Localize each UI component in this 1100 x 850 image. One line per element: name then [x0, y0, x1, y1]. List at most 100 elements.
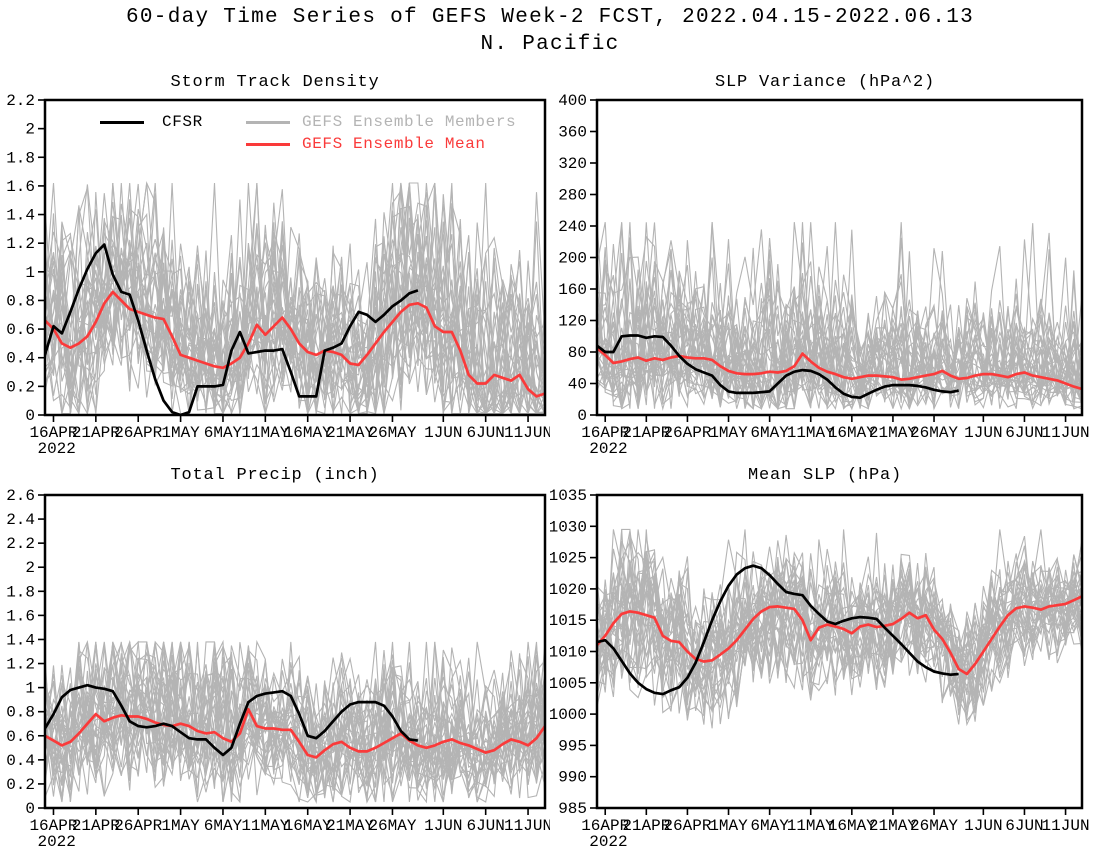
svg-text:1025: 1025: [550, 550, 587, 568]
svg-text:6MAY: 6MAY: [204, 424, 243, 442]
svg-text:16APR: 16APR: [29, 424, 77, 442]
svg-text:6MAY: 6MAY: [750, 817, 789, 835]
svg-text:6JUN: 6JUN: [466, 817, 504, 835]
svg-text:240: 240: [558, 218, 587, 236]
svg-text:6JUN: 6JUN: [466, 424, 504, 442]
svg-text:2022: 2022: [37, 833, 75, 850]
svg-text:26MAY: 26MAY: [910, 817, 958, 835]
svg-text:16MAY: 16MAY: [284, 817, 332, 835]
svg-text:120: 120: [558, 313, 587, 331]
svg-text:1: 1: [25, 264, 35, 282]
svg-text:320: 320: [558, 155, 587, 173]
mean-line-sample: [246, 143, 290, 146]
svg-text:0: 0: [577, 407, 587, 425]
svg-text:0.8: 0.8: [6, 704, 35, 722]
storm-track-density-chart: 0 0.2 0.4 0.6 0.8 1 1.2 1.4 1.6 1.8 2 2.2 16APR21APR…: [6, 92, 550, 458]
svg-text:0: 0: [25, 407, 35, 425]
svg-text:2: 2: [25, 121, 35, 139]
svg-text:16APR: 16APR: [581, 424, 629, 442]
svg-text:2.4: 2.4: [6, 511, 35, 529]
svg-text:21APR: 21APR: [72, 817, 120, 835]
svg-text:26MAY: 26MAY: [368, 817, 416, 835]
svg-text:1.6: 1.6: [6, 607, 35, 625]
panel-title-slp-variance: SLP Variance (hPa^2): [714, 73, 936, 92]
svg-text:1MAY: 1MAY: [709, 424, 748, 442]
svg-text:0.4: 0.4: [6, 350, 35, 368]
svg-text:11JUN: 11JUN: [504, 424, 550, 442]
svg-text:1015: 1015: [550, 612, 587, 630]
svg-text:11JUN: 11JUN: [504, 817, 550, 835]
svg-text:2.6: 2.6: [6, 487, 35, 505]
svg-text:1: 1: [25, 680, 35, 698]
svg-text:1.8: 1.8: [6, 583, 35, 601]
svg-text:11MAY: 11MAY: [787, 817, 835, 835]
slp-variance-chart: 0408012016020024028032036040016APR21APR2…: [558, 92, 1090, 458]
svg-text:6MAY: 6MAY: [750, 424, 789, 442]
svg-text:0.2: 0.2: [6, 776, 35, 794]
svg-text:1030: 1030: [550, 518, 587, 536]
svg-text:21MAY: 21MAY: [326, 817, 374, 835]
svg-text:6JUN: 6JUN: [1005, 424, 1043, 442]
svg-text:26APR: 26APR: [663, 424, 711, 442]
svg-text:26MAY: 26MAY: [910, 424, 958, 442]
svg-text:1MAY: 1MAY: [709, 817, 748, 835]
svg-text:16APR: 16APR: [581, 817, 629, 835]
svg-text:2.2: 2.2: [6, 535, 35, 553]
svg-text:2022: 2022: [589, 440, 627, 458]
svg-text:1010: 1010: [550, 644, 587, 662]
svg-text:2022: 2022: [37, 440, 75, 458]
svg-text:2: 2: [25, 559, 35, 577]
svg-text:40: 40: [568, 376, 587, 394]
svg-text:0.6: 0.6: [6, 321, 35, 339]
svg-text:0.6: 0.6: [6, 728, 35, 746]
svg-text:400: 400: [558, 92, 587, 110]
svg-text:80: 80: [568, 344, 587, 362]
svg-text:1MAY: 1MAY: [161, 424, 200, 442]
svg-text:21MAY: 21MAY: [869, 424, 917, 442]
cfsr-line-sample: [100, 121, 144, 124]
svg-text:990: 990: [558, 769, 587, 787]
svg-text:26APR: 26APR: [114, 424, 162, 442]
svg-text:16MAY: 16MAY: [828, 424, 876, 442]
svg-text:1JUN: 1JUN: [424, 817, 462, 835]
svg-text:1.8: 1.8: [6, 149, 35, 167]
svg-text:11MAY: 11MAY: [241, 817, 289, 835]
svg-text:360: 360: [558, 124, 587, 142]
members-line-sample: [246, 121, 290, 124]
panel-title-total-precip: Total Precip (inch): [170, 466, 380, 485]
svg-text:26APR: 26APR: [663, 817, 711, 835]
svg-text:0.8: 0.8: [6, 292, 35, 310]
svg-text:0: 0: [25, 800, 35, 818]
main-title: 60-day Time Series of GEFS Week-2 FCST, …: [125, 6, 975, 29]
svg-text:200: 200: [558, 250, 587, 268]
panel-title-mean-slp: Mean SLP (hPa): [747, 466, 903, 485]
svg-text:1000: 1000: [550, 706, 587, 724]
svg-text:1JUN: 1JUN: [424, 424, 462, 442]
svg-text:16MAY: 16MAY: [828, 817, 876, 835]
members-legend-label: GEFS Ensemble Members: [302, 113, 517, 131]
svg-text:11MAY: 11MAY: [787, 424, 835, 442]
svg-text:995: 995: [558, 737, 587, 755]
svg-text:11MAY: 11MAY: [241, 424, 289, 442]
svg-text:1JUN: 1JUN: [964, 817, 1002, 835]
svg-text:2022: 2022: [589, 833, 627, 850]
svg-text:16APR: 16APR: [29, 817, 77, 835]
svg-text:160: 160: [558, 281, 587, 299]
svg-text:6MAY: 6MAY: [204, 817, 243, 835]
svg-text:1005: 1005: [550, 675, 587, 693]
svg-text:1035: 1035: [550, 487, 587, 505]
svg-text:16MAY: 16MAY: [284, 424, 332, 442]
mean-legend-label: GEFS Ensemble Mean: [302, 135, 486, 153]
svg-text:1.6: 1.6: [6, 178, 35, 196]
mean-slp-chart: 985 990 995 1000 1005 1010 1015 1020 1025 1030 103…: [550, 487, 1090, 850]
svg-text:6JUN: 6JUN: [1005, 817, 1043, 835]
svg-text:26MAY: 26MAY: [368, 424, 416, 442]
svg-text:21MAY: 21MAY: [326, 424, 374, 442]
svg-text:0.2: 0.2: [6, 378, 35, 396]
svg-text:11JUN: 11JUN: [1042, 424, 1090, 442]
svg-text:1JUN: 1JUN: [964, 424, 1002, 442]
svg-text:11JUN: 11JUN: [1042, 817, 1090, 835]
svg-text:21APR: 21APR: [72, 424, 120, 442]
svg-text:1.4: 1.4: [6, 207, 35, 225]
